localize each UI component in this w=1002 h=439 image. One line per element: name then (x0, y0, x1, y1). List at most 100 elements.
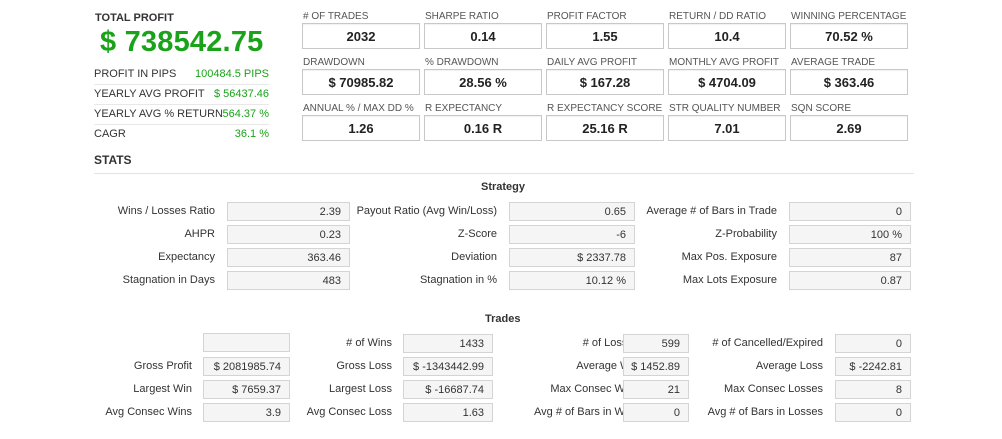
metric-value: $ 70985.82 (302, 69, 420, 95)
field-label: AHPR (184, 228, 215, 240)
metric-label: # OF TRADES (303, 11, 369, 22)
metric-value: 0.16 R (424, 115, 542, 141)
metric-value: 1.26 (302, 115, 420, 141)
field-value: 0.65 (509, 202, 635, 221)
field-value: 1.63 (403, 403, 493, 422)
field-label: Wins / Losses Ratio (117, 205, 215, 217)
total-profit-value: $ 738542.75 (100, 26, 264, 58)
field-value: 100 % (789, 225, 911, 244)
metric-label: PROFIT FACTOR (547, 11, 627, 22)
field-value: $ 2081985.74 (203, 357, 290, 376)
summary-value: $ 56437.46 (213, 88, 269, 100)
metric-value: 25.16 R (546, 115, 664, 141)
field-label: Payout Ratio (Avg Win/Loss) (356, 205, 497, 217)
summary-row-pips: PROFIT IN PIPS 100484.5 PIPS (94, 68, 269, 85)
field-value: 599 (623, 334, 689, 353)
summary-row-yearly-return: YEARLY AVG % RETURN 564.37 % (94, 108, 269, 125)
field-value: $ -16687.74 (403, 380, 493, 399)
field-label: Average # of Bars in Trade (646, 205, 777, 217)
field-value: 2.39 (227, 202, 350, 221)
field-label: Avg Consec Loss (306, 406, 392, 418)
metric-label: WINNING PERCENTAGE (791, 11, 907, 22)
summary-label: YEARLY AVG % RETURN (94, 108, 223, 120)
field-value: $ 7659.37 (203, 380, 290, 399)
metric-label: ANNUAL % / MAX DD % (303, 103, 414, 114)
stats-title: STATS (94, 153, 132, 167)
metric-value: 10.4 (668, 23, 786, 49)
field-value: $ -2242.81 (835, 357, 911, 376)
summary-row-cagr: CAGR 36.1 % (94, 128, 269, 144)
field-value: 3.9 (203, 403, 290, 422)
field-value: -6 (509, 225, 635, 244)
field-value: 483 (227, 271, 350, 290)
field-value: 363.46 (227, 248, 350, 267)
metric-value: 28.56 % (424, 69, 542, 95)
field-label: Max Lots Exposure (682, 274, 777, 286)
metric-value: $ 363.46 (790, 69, 908, 95)
field-label: # of Cancelled/Expired (712, 337, 823, 349)
field-label: Expectancy (158, 251, 215, 263)
metric-value: 1.55 (546, 23, 664, 49)
field-value: 0.87 (789, 271, 911, 290)
metric-label: R EXPECTANCY (425, 103, 503, 114)
metric-value: 2.69 (790, 115, 908, 141)
summary-value: 100484.5 PIPS (194, 68, 269, 80)
summary-label: CAGR (94, 128, 126, 140)
field-label: Max Consec Losses (723, 383, 823, 395)
summary-value: 36.1 % (234, 128, 269, 140)
field-label: Avg Consec Wins (105, 406, 192, 418)
field-label: Largest Win (133, 383, 192, 395)
field-value: 0 (835, 403, 911, 422)
metric-value: 0.14 (424, 23, 542, 49)
field-label: Largest Loss (329, 383, 392, 395)
metric-label: R EXPECTANCY SCORE (547, 103, 663, 114)
field-label: Gross Loss (336, 360, 392, 372)
metric-label: SQN SCORE (791, 103, 852, 114)
field-label: Max Pos. Exposure (681, 251, 777, 263)
field-value: 21 (623, 380, 689, 399)
field-value: 10.12 % (509, 271, 635, 290)
field-label: Z-Probability (715, 228, 777, 240)
trades-title: Trades (485, 313, 521, 325)
field-label: # of Wins (346, 337, 392, 349)
metric-label: SHARPE RATIO (425, 11, 499, 22)
field-value: 0.23 (227, 225, 350, 244)
summary-row-yearly-profit: YEARLY AVG PROFIT $ 56437.46 (94, 88, 269, 105)
metric-value: $ 4704.09 (668, 69, 786, 95)
metric-label: STR QUALITY NUMBER (669, 103, 781, 114)
metric-label: DAILY AVG PROFIT (547, 57, 638, 68)
metric-value: $ 167.28 (546, 69, 664, 95)
strategy-title: Strategy (481, 181, 526, 193)
summary-label: YEARLY AVG PROFIT (94, 88, 205, 100)
metric-label: DRAWDOWN (303, 57, 365, 68)
field-label: Stagnation in Days (122, 274, 215, 286)
field-label: Avg # of Bars in Losses (707, 406, 823, 418)
stats-divider (94, 173, 914, 174)
summary-value: 564.37 % (222, 108, 269, 120)
metric-label: AVERAGE TRADE (791, 57, 876, 68)
field-value: $ 1452.89 (623, 357, 689, 376)
field-label: Avg # of Bars in Wins (534, 406, 639, 418)
metric-label: RETURN / DD RATIO (669, 11, 767, 22)
field-value: 87 (789, 248, 911, 267)
field-value: 0 (835, 334, 911, 353)
metric-label: % DRAWDOWN (425, 57, 499, 68)
field-label: Average Loss (755, 360, 823, 372)
field-value-empty (203, 333, 290, 352)
field-value: 8 (835, 380, 911, 399)
field-value: 1433 (403, 334, 493, 353)
metric-value: 70.52 % (790, 23, 908, 49)
summary-label: PROFIT IN PIPS (94, 68, 177, 80)
field-value: $ -1343442.99 (403, 357, 493, 376)
metric-value: 7.01 (668, 115, 786, 141)
field-label: Max Consec Wins (550, 383, 639, 395)
field-value: $ 2337.78 (509, 248, 635, 267)
field-value: 0 (789, 202, 911, 221)
field-label: Gross Profit (133, 360, 192, 372)
metric-label: MONTHLY AVG PROFIT (669, 57, 780, 68)
field-value: 0 (623, 403, 689, 422)
total-profit-label: TOTAL PROFIT (95, 12, 174, 24)
field-label: Z-Score (457, 228, 497, 240)
field-label: Deviation (451, 251, 497, 263)
metric-value: 2032 (302, 23, 420, 49)
